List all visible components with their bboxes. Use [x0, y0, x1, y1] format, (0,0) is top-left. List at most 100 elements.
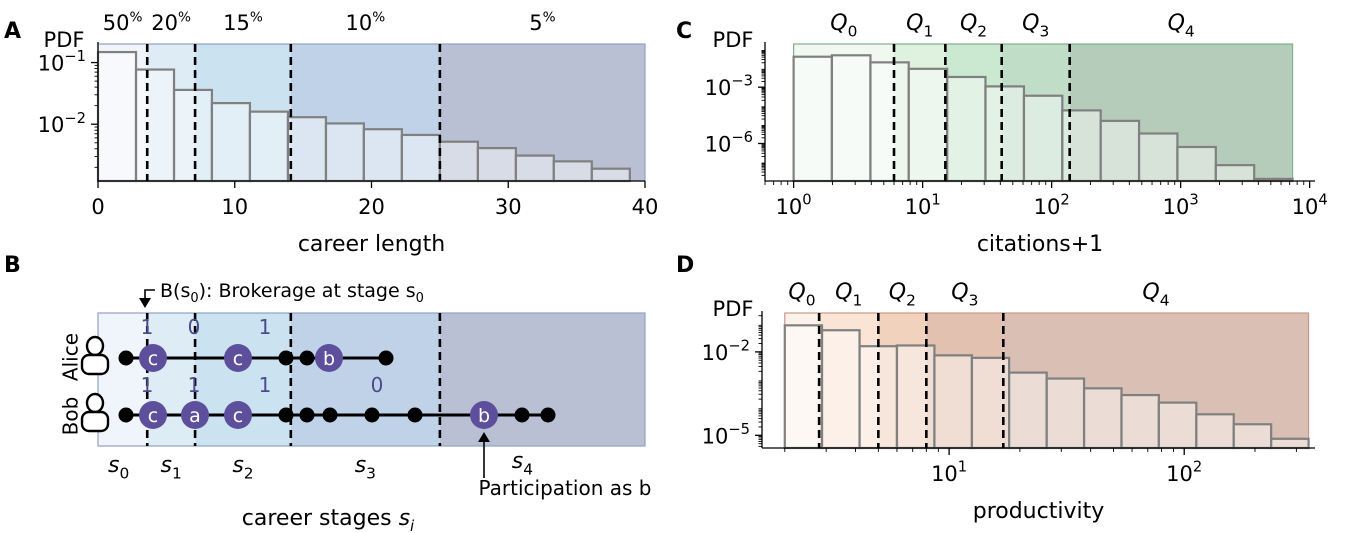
alice-brokerage-count: 1	[141, 315, 154, 339]
histogram-bar	[248, 110, 290, 183]
y-tick-label: 10−2	[702, 337, 750, 364]
stage-band-3	[290, 313, 440, 446]
histogram-bar	[210, 102, 252, 183]
alice-icon	[80, 335, 110, 376]
panel-label-b: B	[4, 253, 21, 278]
event-dot	[118, 407, 134, 423]
role-node	[224, 401, 252, 429]
event-dot	[322, 407, 338, 423]
x-tick-label: 102	[1166, 459, 1202, 486]
histogram-bar	[400, 133, 441, 183]
event-dot	[278, 407, 294, 423]
region-band-4	[439, 44, 645, 181]
histogram-bar	[552, 160, 593, 183]
y-tick-label: 10−2	[38, 110, 86, 137]
bob-brokerage-count: 1	[141, 373, 154, 397]
histogram-bar	[820, 329, 861, 450]
bob-brokerage-count: 0	[371, 373, 384, 397]
histogram-bar	[514, 154, 555, 183]
histogram-bar	[1045, 377, 1086, 450]
y-axis-label: PDF	[44, 28, 85, 52]
x-tick-label: 100	[776, 192, 812, 219]
y-tick-label: 10−1	[38, 48, 86, 75]
histogram-bar	[830, 54, 872, 183]
brokerage-annotation: B(s0): Brokerage at stage s0	[160, 280, 424, 306]
role-label: c	[233, 405, 243, 427]
role-label: c	[148, 348, 158, 370]
histogram-bar	[96, 50, 138, 183]
histogram-bar	[1082, 387, 1123, 450]
x-tick-label: 103	[1163, 192, 1199, 219]
histogram-bar	[438, 140, 479, 183]
y-tick-label: 10−5	[702, 421, 750, 448]
stages-axis-label: career stages si	[242, 506, 415, 533]
histogram-bar	[792, 55, 833, 183]
histogram-bar	[895, 344, 936, 450]
region-label: 15%	[223, 10, 263, 35]
y-axis-label: PDF	[713, 297, 754, 321]
person-body	[80, 410, 110, 433]
y-tick-label: 10−3	[705, 73, 753, 100]
alice-brokerage-count: 0	[188, 315, 201, 339]
histogram-bar	[476, 146, 518, 183]
x-tick-label: 10	[221, 195, 248, 219]
event-dot	[378, 350, 394, 366]
event-dot	[299, 350, 315, 366]
bob-name: Bob	[59, 397, 83, 436]
region-label: Q3	[951, 280, 978, 310]
region-band-0	[98, 44, 148, 181]
participation-annotation: Participation as b	[479, 476, 652, 500]
stage-band-4	[439, 313, 645, 446]
panel-label-d: D	[676, 253, 694, 278]
region-label: Q2	[889, 280, 916, 310]
x-tick-label: 102	[1034, 192, 1070, 219]
histogram-bar	[783, 324, 824, 450]
role-label: a	[189, 405, 201, 427]
x-tick-label: 104	[1292, 192, 1328, 219]
histogram-bar	[1120, 393, 1160, 450]
role-node	[470, 401, 498, 429]
region-band-2	[878, 313, 927, 448]
stage-label: s4	[512, 449, 533, 479]
region-band-1	[147, 44, 196, 181]
x-tick-label: 0	[91, 195, 104, 219]
bob-brokerage-count: 1	[188, 373, 201, 397]
region-band-4	[1069, 44, 1293, 181]
panel-label-a: A	[4, 19, 21, 44]
event-dot	[540, 407, 556, 423]
region-label: Q1	[835, 280, 862, 310]
person-head	[85, 335, 105, 357]
region-label: Q4	[1168, 11, 1195, 41]
histogram-bar	[1214, 164, 1256, 183]
histogram-bar	[984, 85, 1026, 183]
region-band-0	[793, 44, 895, 181]
region-band-3	[290, 44, 440, 181]
y-axis-label: PDF	[713, 28, 754, 52]
panel-a-career-length-chart: 50% 20% 15% 10% 5% 10−1 10−2 0 10 20 30 40 PDF career…	[38, 10, 659, 257]
participation-arrowhead	[478, 432, 490, 442]
region-label: Q1	[906, 11, 933, 41]
x-axis-label: career length	[298, 232, 445, 257]
event-dot	[299, 407, 315, 423]
histogram-bar	[172, 88, 214, 183]
event-dot	[364, 407, 380, 423]
x-axis-label: citations+1	[977, 232, 1103, 257]
event-dot	[407, 407, 423, 423]
event-dot	[278, 350, 294, 366]
x-tick-label: 101	[931, 459, 967, 486]
region-band-1	[894, 44, 946, 181]
bob-icon	[80, 392, 110, 433]
event-dot	[514, 407, 530, 423]
role-node	[139, 344, 167, 372]
y-tick-label: 10−6	[705, 129, 753, 156]
role-label: c	[233, 348, 243, 370]
x-tick-label: 40	[632, 195, 659, 219]
region-label: 20%	[151, 10, 191, 35]
role-label: c	[148, 405, 158, 427]
brokerage-arrowhead	[139, 298, 151, 308]
histogram-bar	[1099, 119, 1141, 183]
alice-name: Alice	[59, 333, 83, 381]
stage-label: s2	[232, 453, 253, 483]
